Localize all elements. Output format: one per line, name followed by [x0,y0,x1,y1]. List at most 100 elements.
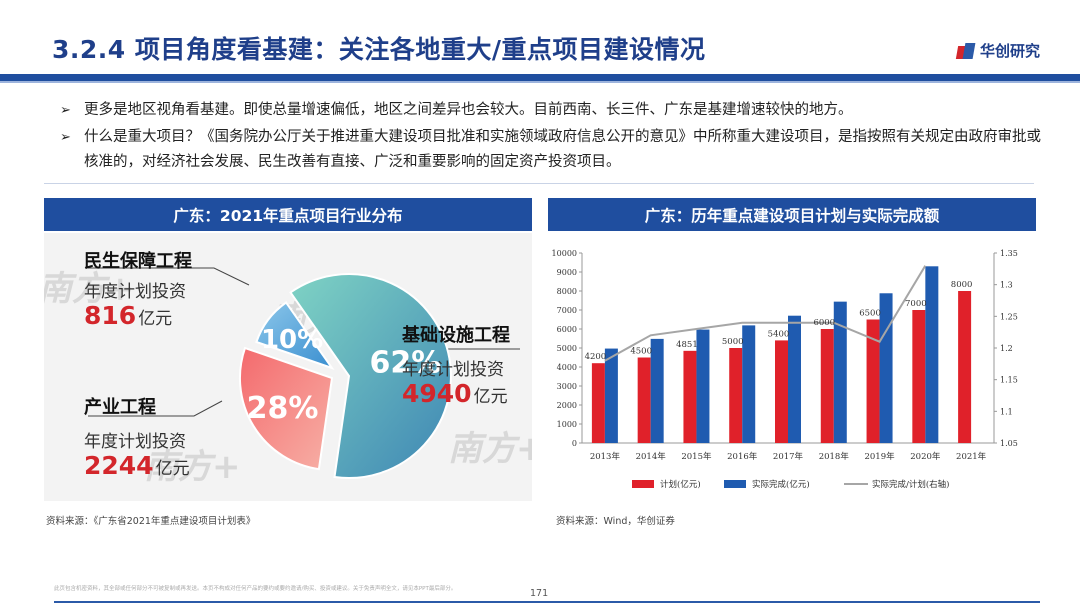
leader-line [88,400,223,417]
bar-chart: 0 1000 2000 3000 4000 5000 6000 7000 8000 9000 100… [552,249,1018,490]
brand-logo-icon [957,43,975,59]
y2-tick-label: 1.25 [1000,312,1018,321]
slice-sub-infra: 年度计划投资 [402,360,504,380]
legend-label: 计划(亿元) [660,479,701,490]
y-tick-label: 0 [572,439,577,448]
amount-unit: 亿元 [473,387,508,407]
x-tick-label: 2014年 [636,451,667,462]
pie-slice [238,346,334,471]
pie-chart: 62% 28% 10% [88,267,520,480]
page-title: 3.2.4 项目角度看基建：关注各地重大/重点项目建设情况 [52,35,706,64]
y-tick-label: 7000 [557,306,577,315]
y2-tick-label: 1.35 [1000,249,1018,258]
brand-logo: 华创研究 [957,40,1040,61]
y2-tick-label: 1.05 [1000,439,1018,448]
leader-line [88,267,250,286]
bar-plan [958,291,972,443]
bar-plan [729,348,743,443]
pie-panel-header: 广东：2021年重点项目行业分布 [44,198,532,231]
footer-divider [54,601,1040,603]
bar-actual [833,301,847,443]
bar-plan [637,357,651,443]
bar-data-label: 7000 [905,299,927,309]
bar-actual [788,315,801,443]
watermark: 南方+ [448,429,532,469]
bullet-item: ➢ 什么是重大项目？《国务院办公厅关于推进重大建设项目批准和实施领域政府信息公开… [60,125,1050,175]
disclaimer: 此页包含机密资料，其全部或任何部分不可被复制或再发送。本页不构成对任何产品的要约… [54,586,457,592]
bar-plan [591,363,605,443]
legend-label: 实际完成/计划(右轴) [872,479,950,490]
legend-label: 实际完成(亿元) [752,479,810,490]
bar-actual [650,338,664,443]
y-tick-label: 5000 [557,344,577,353]
y2-tick-label: 1.15 [1000,376,1018,385]
bar-actual [879,293,893,443]
page-number: 171 [530,588,549,599]
slice-name-livelihood: 民生保障工程 [84,251,192,272]
slice-sub-industry: 年度计划投资 [84,432,186,452]
section-divider [44,183,1034,184]
bullet-item: ➢ 更多是地区视角看基建。即使总量增速偏低，地区之间差异也会较大。目前西南、长三… [60,98,1050,123]
brand-name: 华创研究 [979,42,1040,60]
bullet-arrow-icon: ➢ [60,103,71,118]
bar-data-label: 8000 [951,280,973,290]
pie-slice-label: 10% [261,325,323,355]
slice-amount-livelihood: 816 亿元 [84,301,172,330]
slice-name-infra: 基础设施工程 [402,325,510,346]
amount-value: 4940 [402,379,472,408]
bar-data-label: 4851 [676,340,698,350]
watermark: 南方+ [44,269,135,309]
slice-name-industry: 产业工程 [84,397,156,418]
x-tick-label: 2015年 [681,451,712,462]
x-tick-label: 2017年 [773,451,804,462]
pie-slice [255,301,335,370]
bar-plan [683,350,697,443]
watermark: 南方+ [144,447,241,487]
bar-data-label: 6500 [859,309,881,319]
bar-data-label: 4200 [585,352,607,362]
legend-swatch [632,480,654,488]
amount-unit: 亿元 [155,459,190,479]
y-tick-label: 3000 [557,382,577,391]
bar-plan [820,329,834,443]
bar-data-label: 5000 [722,337,744,347]
header-divider [0,74,1080,83]
x-tick-label: 2016年 [727,451,758,462]
pie-source-note: 资料来源：《广东省2021年重点建设项目计划表》 [46,516,256,527]
x-tick-label: 2019年 [864,451,895,462]
x-tick-label: 2020年 [910,451,941,462]
bullet-arrow-icon: ➢ [60,130,71,145]
pie-slice [289,273,452,480]
y-tick-label: 10000 [552,249,577,258]
y2-tick-label: 1.2 [1000,344,1013,353]
y-tick-label: 8000 [557,287,577,296]
bar-data-label: 6000 [813,318,835,328]
y2-tick-label: 1.1 [1000,407,1013,416]
slice-sub-livelihood: 年度计划投资 [84,282,186,302]
bar-actual [696,329,710,443]
bar-source-note: 资料来源：Wind，华创证券 [556,516,675,527]
y-tick-label: 4000 [557,363,577,372]
bullet-text: 更多是地区视角看基建。即使总量增速偏低，地区之间差异也会较大。目前西南、长三件、… [84,102,853,118]
amount-value: 816 [84,301,137,330]
x-tick-label: 2021年 [956,451,987,462]
bar-chart-panel: 0 1000 2000 3000 4000 5000 6000 7000 8000 9000 100… [548,233,1038,501]
bar-actual [925,266,939,443]
ratio-line [604,265,927,362]
bullet-text: 什么是重大项目？《国务院办公厅关于推进重大建设项目批准和实施领域政府信息公开的意… [84,129,1041,170]
bar-data-label: 5400 [768,329,790,339]
x-tick-label: 2013年 [590,451,621,462]
pie-chart-panel: 南方+ 南方+ 南方+ 南方+ 62%28%10% 民生保障工程 年度计 [44,233,532,501]
bullet-list: ➢ 更多是地区视角看基建。即使总量增速偏低，地区之间差异也会较大。目前西南、长三… [60,98,1050,177]
y-tick-label: 6000 [557,325,577,334]
slice-amount-infra: 4940 亿元 [402,379,508,408]
y-tick-label: 9000 [557,268,577,277]
y-tick-label: 1000 [557,420,577,429]
x-tick-label: 2018年 [819,451,850,462]
bar-plan [912,310,926,443]
bar-panel-header: 广东：历年重点建设项目计划与实际完成额 [548,198,1036,231]
bar-plan [866,319,880,443]
bar-actual [604,348,618,443]
bar-actual [742,325,756,443]
amount-unit: 亿元 [138,309,173,329]
